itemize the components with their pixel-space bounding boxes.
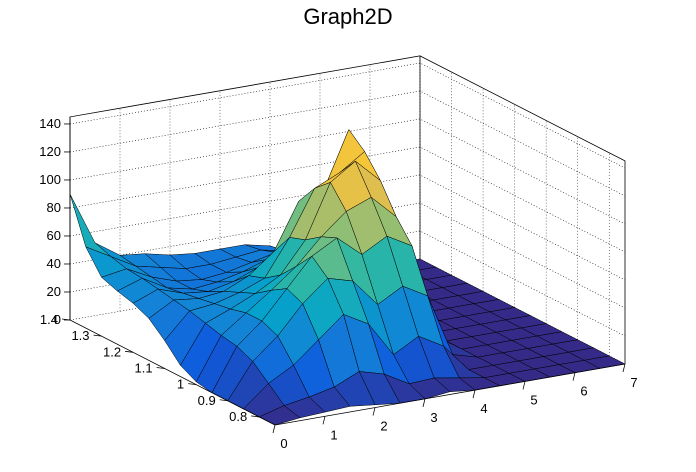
z-tick-label: 20	[47, 284, 61, 299]
z-tick-label: 60	[47, 228, 61, 243]
y-tick-label: 0.9	[198, 393, 216, 408]
x-tick	[622, 363, 626, 373]
z-tick-label: 0	[54, 312, 61, 327]
x-tick	[572, 372, 576, 381]
x-tick	[272, 424, 276, 434]
z-tick-label: 100	[39, 172, 61, 187]
y-tick-label: 1.3	[71, 328, 89, 343]
surface-mesh	[69, 129, 626, 426]
x-tick	[372, 407, 376, 416]
y-tick	[188, 383, 197, 386]
x-tick	[422, 398, 426, 407]
z-tick-label: 40	[47, 256, 61, 271]
y-tick-label: 1	[177, 377, 184, 392]
x-tick	[472, 390, 476, 399]
z-tick-label: 80	[47, 200, 61, 215]
surface-cell	[69, 193, 112, 257]
y-tick	[156, 367, 165, 369]
back-wall-right	[419, 55, 626, 364]
x-tick-label: 5	[530, 392, 537, 407]
x-tick	[522, 381, 526, 390]
axis-ticks: 012345670.80.911.11.21.31.40204060801001…	[39, 116, 637, 451]
y-tick	[125, 350, 134, 353]
x-tick-label: 0	[280, 436, 287, 451]
z-tick-label: 140	[39, 116, 61, 131]
y-axis-line	[69, 319, 276, 426]
chart-title: Graph2D	[303, 4, 393, 29]
x-tick	[322, 416, 326, 425]
z-tick-label: 120	[39, 144, 61, 159]
y-tick	[93, 334, 102, 337]
y-tick-label: 1.2	[103, 344, 121, 359]
y-tick-label: 1.4	[40, 312, 58, 327]
y-tick	[219, 399, 228, 402]
y-tick-label: 1.1	[135, 360, 153, 375]
y-tick-label: 0.8	[229, 409, 247, 424]
x-tick-label: 7	[630, 375, 637, 390]
x-tick-label: 1	[330, 427, 337, 442]
x-tick-label: 2	[380, 419, 387, 434]
y-tick	[251, 415, 260, 418]
x-tick-label: 3	[430, 410, 437, 425]
x-tick-label: 4	[480, 401, 487, 416]
box-front-edges	[69, 116, 626, 426]
x-tick-label: 6	[580, 384, 587, 399]
x-axis-line	[274, 363, 626, 426]
